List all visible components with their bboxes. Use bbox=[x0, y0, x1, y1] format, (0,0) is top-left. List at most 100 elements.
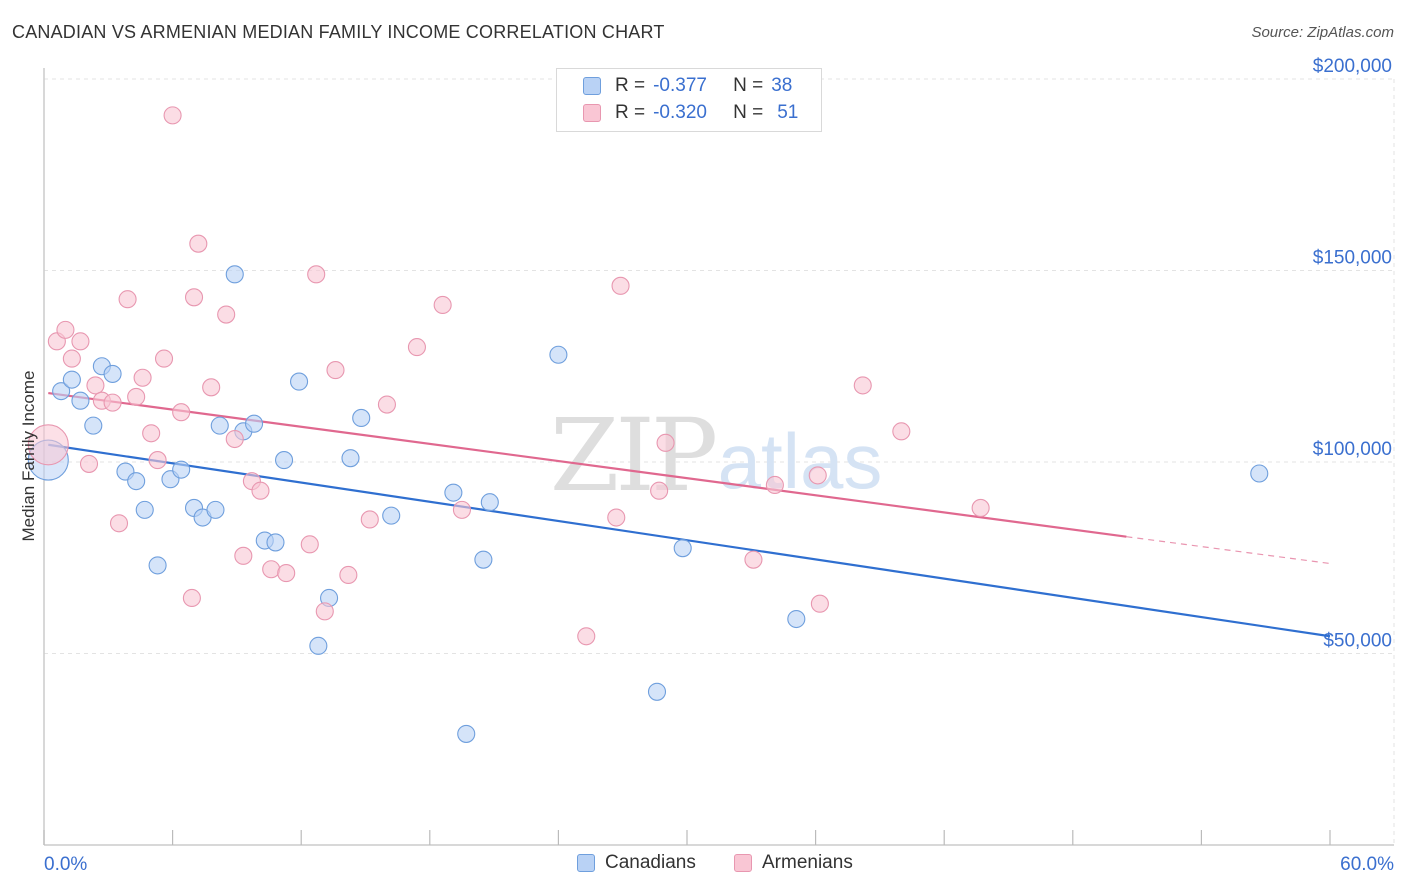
series-legend-armenians: Armenians bbox=[734, 852, 853, 874]
point-canadians bbox=[62, 370, 81, 389]
point-armenians bbox=[148, 451, 167, 470]
point-canadians bbox=[210, 416, 229, 435]
legend-row-armenians: R = -0.320 N = 51 bbox=[583, 100, 798, 126]
y-tick-label: $50,000 bbox=[1323, 631, 1392, 652]
point-canadians bbox=[444, 483, 463, 502]
legend-n-label: N = bbox=[733, 102, 764, 123]
point-canadians bbox=[103, 364, 122, 383]
point-armenians bbox=[118, 290, 137, 309]
legend-swatch-canadians bbox=[583, 77, 601, 95]
point-armenians bbox=[251, 481, 270, 500]
point-armenians bbox=[853, 376, 872, 395]
point-canadians bbox=[225, 265, 244, 284]
point-canadians bbox=[71, 391, 90, 410]
point-armenians bbox=[326, 361, 345, 380]
point-armenians bbox=[184, 288, 204, 307]
point-armenians bbox=[810, 594, 829, 613]
point-canadians bbox=[647, 682, 667, 701]
watermark: ZIP atlas bbox=[550, 397, 883, 514]
point-canadians bbox=[206, 500, 225, 519]
stats-legend: R = -0.377 N = 38 R = -0.320 N = 51 bbox=[556, 68, 822, 132]
point-canadians bbox=[480, 493, 499, 512]
x-tick-label: 0.0% bbox=[44, 854, 87, 875]
legend-r-value: -0.377 bbox=[653, 75, 707, 96]
data-points bbox=[27, 106, 1269, 743]
y-tick-label: $200,000 bbox=[1313, 56, 1392, 77]
point-armenians bbox=[62, 349, 81, 368]
point-armenians bbox=[262, 560, 281, 579]
point-armenians bbox=[27, 424, 69, 466]
point-armenians bbox=[744, 550, 763, 569]
tick-labels: $50,000 $100,000 $150,000 $200,000 0.0% 60.0% bbox=[44, 56, 1394, 875]
point-armenians bbox=[133, 368, 152, 387]
point-armenians bbox=[71, 332, 90, 351]
point-armenians bbox=[577, 627, 596, 646]
point-armenians bbox=[300, 535, 319, 554]
point-canadians bbox=[275, 451, 294, 470]
point-armenians bbox=[607, 508, 626, 527]
point-canadians bbox=[127, 472, 146, 491]
point-armenians bbox=[339, 565, 358, 585]
legend-r-label: R = bbox=[615, 75, 646, 96]
legend-n-value: 38 bbox=[771, 75, 793, 96]
point-armenians bbox=[765, 475, 784, 495]
trend-lines bbox=[48, 391, 1331, 638]
trend-line-canadians bbox=[48, 443, 1331, 638]
legend-r-value: -0.320 bbox=[653, 102, 707, 123]
point-armenians bbox=[656, 433, 675, 452]
series-swatch-armenians bbox=[734, 854, 752, 872]
watermark-zip: ZIP bbox=[550, 397, 715, 514]
y-tick-label: $150,000 bbox=[1313, 248, 1392, 269]
point-armenians bbox=[127, 387, 146, 406]
point-armenians bbox=[79, 454, 99, 473]
point-armenians bbox=[172, 403, 191, 422]
legend-n-value: 51 bbox=[777, 102, 799, 123]
point-canadians bbox=[474, 550, 493, 569]
point-armenians bbox=[808, 466, 827, 485]
y-tick-label: $100,000 bbox=[1313, 439, 1392, 460]
point-armenians bbox=[217, 305, 236, 324]
point-armenians bbox=[154, 349, 174, 368]
point-armenians bbox=[202, 378, 221, 397]
source-credit: Source: ZipAtlas.com bbox=[1251, 24, 1394, 41]
point-canadians bbox=[135, 500, 154, 519]
point-armenians bbox=[315, 602, 334, 621]
point-canadians bbox=[1250, 464, 1269, 483]
point-canadians bbox=[457, 724, 476, 743]
point-armenians bbox=[307, 265, 326, 284]
point-armenians bbox=[163, 106, 182, 125]
point-armenians bbox=[142, 424, 161, 443]
trend-line-armenians bbox=[48, 391, 1127, 538]
point-armenians bbox=[182, 588, 201, 608]
point-canadians bbox=[382, 506, 401, 525]
point-armenians bbox=[109, 514, 129, 533]
point-armenians bbox=[971, 498, 990, 518]
point-armenians bbox=[452, 500, 472, 519]
point-armenians bbox=[892, 422, 911, 441]
legend-swatch-armenians bbox=[583, 104, 601, 122]
point-armenians bbox=[377, 395, 396, 414]
point-canadians bbox=[84, 416, 103, 435]
point-armenians bbox=[360, 510, 379, 529]
point-canadians bbox=[309, 636, 328, 655]
y-axis-label: Median Family Income bbox=[19, 370, 38, 541]
series-legend-canadians: Canadians bbox=[577, 852, 696, 874]
point-armenians bbox=[103, 393, 122, 412]
series-swatch-canadians bbox=[577, 854, 595, 872]
point-canadians bbox=[787, 609, 806, 629]
point-armenians bbox=[234, 546, 253, 565]
point-armenians bbox=[433, 295, 452, 315]
legend-r-label: R = bbox=[615, 102, 646, 123]
x-tick-label: 60.0% bbox=[1340, 854, 1394, 875]
point-armenians bbox=[189, 234, 208, 253]
point-canadians bbox=[290, 372, 309, 391]
point-canadians bbox=[266, 533, 285, 552]
point-armenians bbox=[611, 276, 630, 295]
trend-line-armenians-extension bbox=[1126, 536, 1331, 565]
point-canadians bbox=[148, 556, 167, 575]
chart-title: CANADIAN VS ARMENIAN MEDIAN FAMILY INCOM… bbox=[12, 22, 665, 42]
watermark-atlas: atlas bbox=[718, 417, 883, 505]
point-canadians bbox=[341, 449, 360, 468]
series-label-canadians: Canadians bbox=[605, 852, 696, 873]
